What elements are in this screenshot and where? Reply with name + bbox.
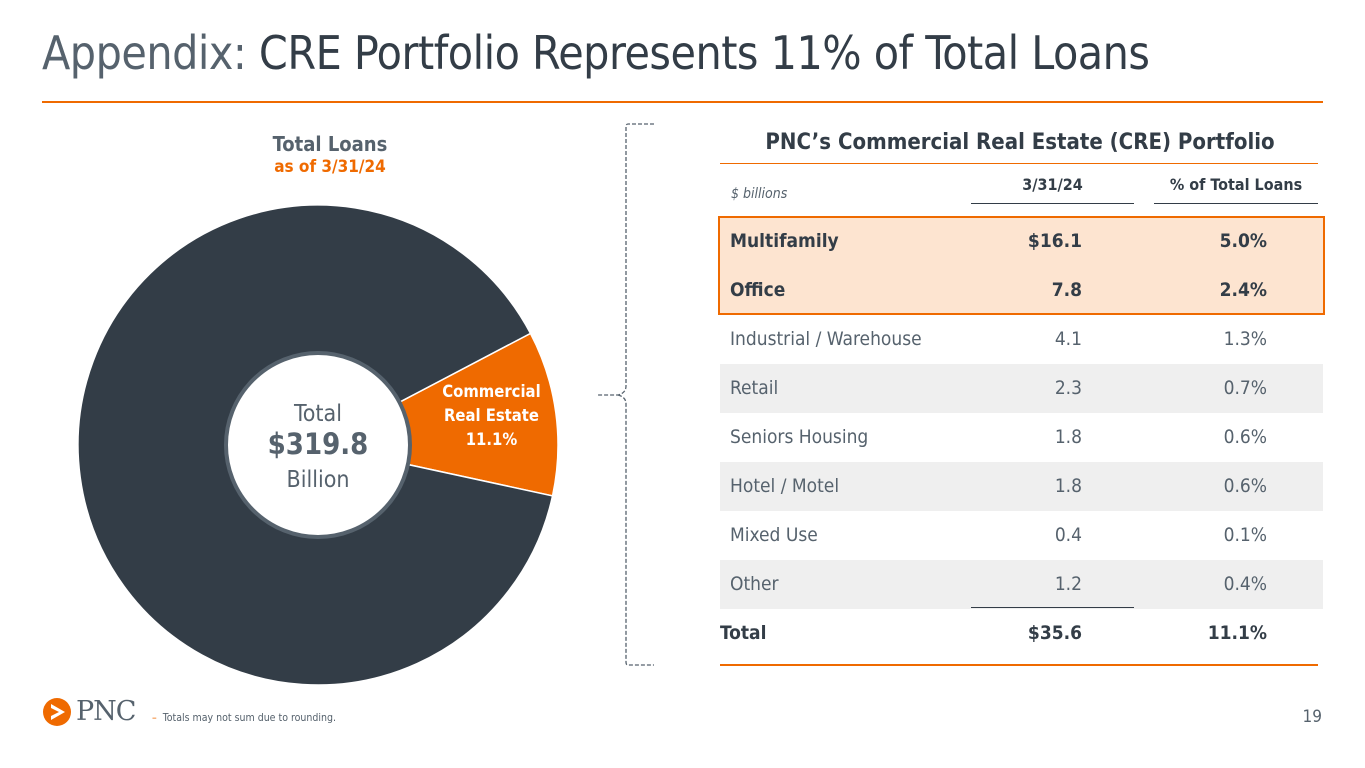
title-prefix: Appendix: bbox=[42, 26, 247, 80]
sum-rule bbox=[971, 607, 1134, 608]
table-row: Industrial / Warehouse 4.1 1.3% bbox=[720, 315, 1323, 364]
highlight-box bbox=[718, 216, 1325, 315]
footnote: – Totals may not sum due to rounding. bbox=[152, 712, 336, 724]
center-label-line3: Billion bbox=[287, 467, 350, 493]
column-header-date: 3/31/24 bbox=[1022, 175, 1083, 194]
logo-text: PNC bbox=[76, 696, 136, 727]
row-amount: 4.1 bbox=[1054, 328, 1082, 350]
title-text: CRE Portfolio Represents 11% of Total Lo… bbox=[258, 26, 1150, 80]
table-row: Hotel / Motel 1.8 0.6% bbox=[720, 462, 1323, 511]
slice-label: Real Estate bbox=[444, 406, 539, 425]
table-row: Retail 2.3 0.7% bbox=[720, 364, 1323, 413]
row-pct: 0.1% bbox=[1223, 524, 1267, 546]
row-label: Industrial / Warehouse bbox=[730, 328, 922, 350]
row-amount: 1.8 bbox=[1054, 475, 1082, 497]
bracket-connector bbox=[598, 123, 654, 666]
row-pct: 0.6% bbox=[1223, 426, 1267, 448]
units-label: $ billions bbox=[731, 186, 788, 202]
table-row: Other 1.2 0.4% bbox=[720, 560, 1323, 609]
row-amount: $16.1 bbox=[1027, 230, 1082, 252]
donut-hole bbox=[224, 351, 412, 539]
total-row: Total $35.6 11.1% bbox=[720, 609, 1323, 658]
footnote-text: Totals may not sum due to rounding. bbox=[162, 712, 336, 724]
row-amount: 1.8 bbox=[1054, 426, 1082, 448]
total-pct: 11.1% bbox=[1207, 622, 1267, 644]
pnc-logo-icon bbox=[43, 698, 71, 726]
row-amount: 0.4 bbox=[1054, 524, 1082, 546]
column-rule-pct bbox=[1154, 203, 1318, 204]
slice-label: Commercial bbox=[442, 382, 540, 401]
row-label: Seniors Housing bbox=[730, 426, 869, 448]
table-row: Multifamily $16.1 5.0% bbox=[720, 217, 1323, 266]
total-amount: $35.6 bbox=[1027, 622, 1082, 644]
pnc-logo: PNC bbox=[42, 696, 136, 727]
donut-chart: Commercial Real Estate 11.1% Total$319.8 Bil… bbox=[77, 204, 559, 686]
chart-header: Total Loans as of 3/31/24 bbox=[190, 132, 470, 178]
row-pct: 0.7% bbox=[1223, 377, 1267, 399]
center-value: $319.8 bbox=[268, 427, 369, 461]
chart-subtitle: as of 3/31/24 bbox=[274, 157, 386, 177]
table-row: Office 7.8 2.4% bbox=[720, 266, 1323, 315]
row-label: Hotel / Motel bbox=[730, 475, 840, 497]
row-amount: 2.3 bbox=[1054, 377, 1082, 399]
center-label-line1: Total bbox=[293, 401, 342, 427]
row-label: Other bbox=[730, 573, 779, 595]
slice-label: 11.1% bbox=[466, 430, 518, 449]
row-label: Mixed Use bbox=[730, 524, 818, 546]
total-label: Total bbox=[720, 622, 767, 644]
row-pct: 1.3% bbox=[1223, 328, 1267, 350]
row-label: Multifamily bbox=[730, 230, 839, 252]
row-amount: 1.2 bbox=[1054, 573, 1082, 595]
row-label: Retail bbox=[730, 377, 779, 399]
table-row: Mixed Use 0.4 0.1% bbox=[720, 511, 1323, 560]
row-pct: 2.4% bbox=[1219, 279, 1267, 301]
row-amount: 7.8 bbox=[1051, 279, 1082, 301]
page-title: Appendix: CRE Portfolio Represents 11% o… bbox=[42, 26, 1150, 81]
table-title: PNC’s Commercial Real Estate (CRE) Portf… bbox=[765, 130, 1275, 155]
table-bottom-rule bbox=[720, 664, 1318, 666]
table-title-rule bbox=[720, 163, 1318, 164]
row-pct: 5.0% bbox=[1219, 230, 1267, 252]
chart-title: Total Loans bbox=[272, 132, 388, 156]
column-header-pct: % of Total Loans bbox=[1169, 175, 1303, 194]
row-pct: 0.4% bbox=[1223, 573, 1267, 595]
title-divider bbox=[42, 101, 1323, 103]
row-pct: 0.6% bbox=[1223, 475, 1267, 497]
row-label: Office bbox=[730, 279, 786, 301]
page-number: 19 bbox=[1302, 707, 1322, 727]
table-row: Seniors Housing 1.8 0.6% bbox=[720, 413, 1323, 462]
column-rule-date bbox=[971, 203, 1134, 204]
